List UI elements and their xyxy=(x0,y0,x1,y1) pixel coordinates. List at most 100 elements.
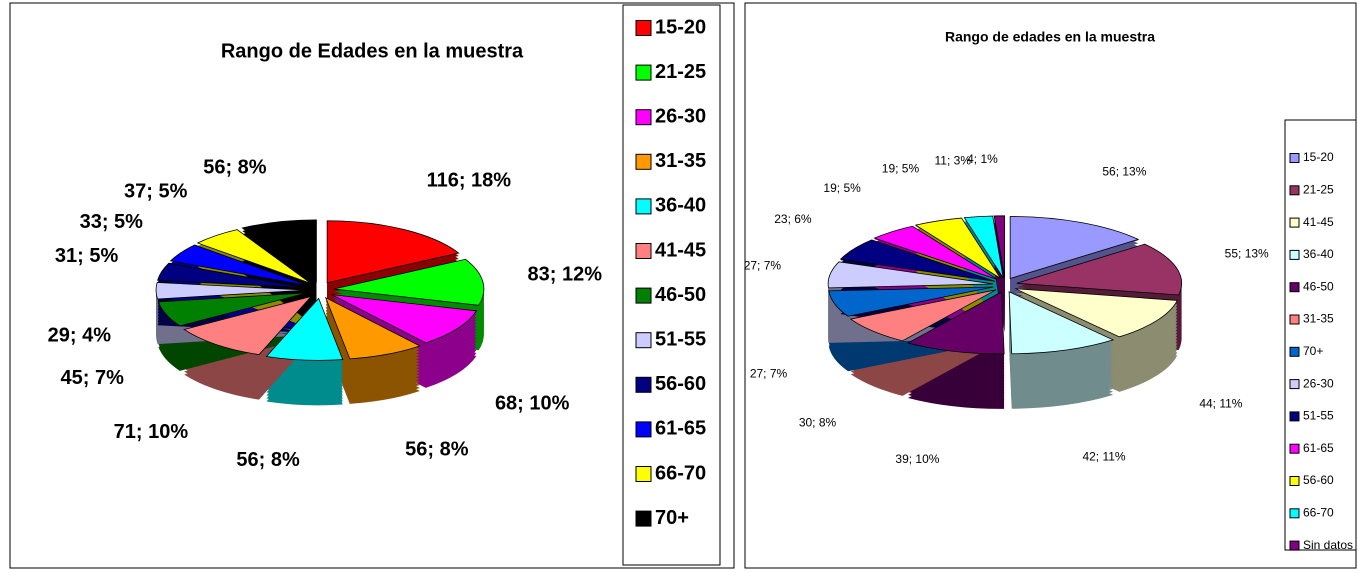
slice xyxy=(183,295,313,356)
data-label: 31; 5% xyxy=(55,245,119,267)
legend-swatch xyxy=(1289,153,1300,163)
legend-label: 36-40 xyxy=(1303,247,1334,261)
legend-swatch xyxy=(635,109,652,126)
legend-swatch xyxy=(1289,508,1300,519)
data-label: 56; 8% xyxy=(236,449,300,471)
slice xyxy=(169,244,309,286)
legend-label: 66-70 xyxy=(655,462,706,484)
slice xyxy=(324,296,421,360)
slice xyxy=(157,292,307,327)
slice xyxy=(157,262,307,289)
slice xyxy=(155,282,307,300)
slice xyxy=(963,215,1004,279)
legend-swatch xyxy=(635,466,652,482)
slice xyxy=(1009,216,1140,280)
legend-label: 70+ xyxy=(655,507,689,529)
data-label: 83; 12% xyxy=(528,263,603,285)
slice xyxy=(333,258,485,306)
legend-swatch xyxy=(635,287,652,304)
legend-label: 21-25 xyxy=(655,61,706,83)
legend-label: 46-50 xyxy=(1303,279,1334,293)
slice xyxy=(326,220,460,284)
legend-label: 56-60 xyxy=(655,373,706,395)
legend-swatch xyxy=(635,421,652,438)
legend-swatch xyxy=(635,198,652,215)
slice xyxy=(331,294,478,344)
slice xyxy=(1016,243,1183,296)
legend-swatch xyxy=(1289,540,1300,551)
slice xyxy=(1015,288,1178,338)
slice xyxy=(993,215,1006,278)
legend-label: 41-45 xyxy=(1303,215,1334,229)
data-label: 30; 8% xyxy=(799,416,837,430)
slice xyxy=(914,217,1001,279)
slice xyxy=(196,229,312,284)
legend-label: 21-25 xyxy=(1303,182,1334,196)
data-label: 44; 11% xyxy=(1199,396,1242,410)
legend-label: 61-65 xyxy=(1303,441,1334,455)
legend-swatch xyxy=(1289,185,1300,196)
legend-swatch xyxy=(635,510,652,527)
data-label: 56; 13% xyxy=(1102,164,1146,178)
data-label: 19; 5% xyxy=(823,181,861,195)
legend-swatch xyxy=(1289,217,1300,228)
legend-swatch xyxy=(1289,314,1300,325)
data-label: 29; 4% xyxy=(48,325,112,347)
legend-swatch xyxy=(635,332,652,349)
legend-label: 51-55 xyxy=(1303,409,1334,423)
legend-label: 36-40 xyxy=(655,195,706,217)
legend-swatch xyxy=(635,376,652,393)
legend-label: 26-30 xyxy=(1303,376,1334,390)
legend-swatch xyxy=(1289,249,1300,260)
data-label: 42; 11% xyxy=(1082,450,1125,464)
legend-label: 31-35 xyxy=(655,150,706,172)
legend-swatch xyxy=(635,20,652,36)
legend-label: 46-50 xyxy=(655,284,706,306)
data-label: 27; 7% xyxy=(744,258,782,272)
legend-swatch xyxy=(635,243,652,259)
data-label: 4; 1% xyxy=(967,152,998,166)
legend-swatch xyxy=(1289,443,1300,454)
slice xyxy=(241,219,317,283)
data-label: 23; 6% xyxy=(774,212,812,226)
data-label: 33; 5% xyxy=(80,211,144,233)
data-label: 116; 18% xyxy=(427,170,512,192)
data-label: 11; 3% xyxy=(935,154,972,168)
slice xyxy=(827,261,994,289)
slice xyxy=(828,286,994,317)
data-label: 71; 10% xyxy=(114,421,189,443)
legend-label: 31-35 xyxy=(1303,312,1334,326)
legend-swatch xyxy=(1289,379,1300,390)
legend-swatch xyxy=(1289,411,1300,422)
data-label: 37; 5% xyxy=(124,181,188,203)
legend-label: 61-65 xyxy=(655,418,706,440)
slice xyxy=(1008,291,1115,355)
data-label: 55; 13% xyxy=(1225,247,1269,261)
slice xyxy=(906,291,1005,355)
data-label: 45; 7% xyxy=(61,367,125,389)
legend-label: 51-55 xyxy=(655,328,706,350)
legend-swatch xyxy=(1289,476,1300,486)
chart-title: Rango de edades en la muestra xyxy=(945,29,1155,45)
data-label: 39; 10% xyxy=(895,452,939,466)
data-label: 19; 5% xyxy=(882,161,920,175)
legend-label: 41-45 xyxy=(655,239,706,261)
legend-label: 66-70 xyxy=(1303,505,1334,519)
slice xyxy=(265,297,344,361)
data-label: 68; 10% xyxy=(495,392,570,414)
legend-label: 26-30 xyxy=(655,105,706,127)
legend-label: 56-60 xyxy=(1303,473,1334,487)
legend-swatch xyxy=(635,153,652,170)
legend-label: 15-20 xyxy=(1303,150,1334,164)
data-label: 56; 8% xyxy=(203,156,267,178)
slice xyxy=(873,225,998,280)
legend-label: Sin datos xyxy=(1303,538,1353,552)
legend-swatch xyxy=(635,64,652,81)
slice xyxy=(849,289,997,342)
legend-label: 70+ xyxy=(1303,344,1323,358)
data-label: 27; 7% xyxy=(750,366,788,380)
legend-label: 15-20 xyxy=(655,16,706,38)
legend-swatch xyxy=(1289,282,1300,293)
chart-title: Rango de Edades en la muestra xyxy=(221,40,524,62)
